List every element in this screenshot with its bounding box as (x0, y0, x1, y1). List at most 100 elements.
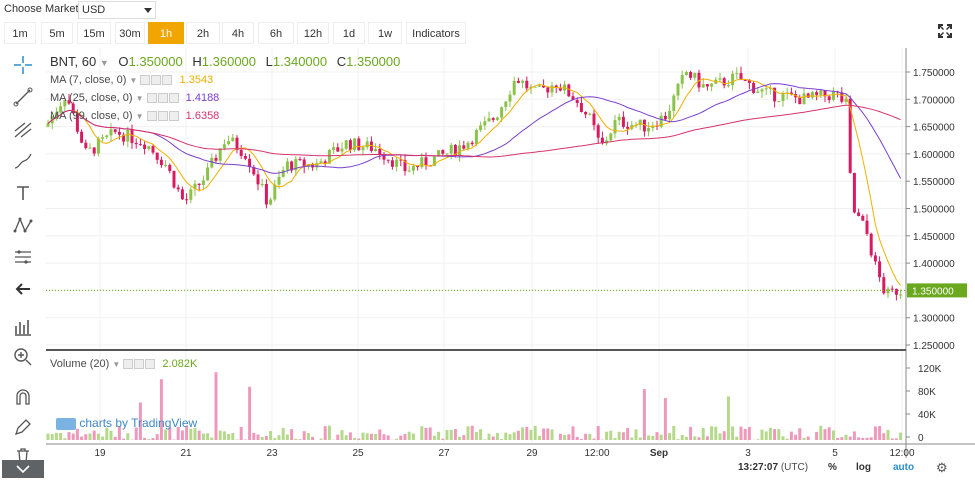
settings-gear-icon[interactable]: ⚙ (936, 460, 948, 475)
volume-bar (159, 379, 163, 440)
gear-icon[interactable] (134, 359, 145, 370)
volume-bar (537, 435, 541, 440)
timeframe-4h[interactable]: 4h (222, 22, 254, 44)
indicators-button[interactable]: Indicators (406, 22, 466, 44)
timeframe-1w[interactable]: 1w (368, 22, 402, 44)
magnet-icon[interactable] (12, 386, 34, 408)
trend-line-icon[interactable] (12, 86, 34, 108)
volume-bar (815, 431, 819, 440)
bars-icon[interactable] (12, 316, 34, 338)
candle-body (374, 148, 378, 151)
candle-body (264, 183, 268, 205)
auto-toggle[interactable]: auto (893, 462, 915, 473)
candle-body (642, 119, 646, 132)
timeframe-5m[interactable]: 5m (41, 22, 73, 44)
close-icon[interactable] (145, 359, 156, 370)
timeframe-6h[interactable]: 6h (258, 22, 294, 44)
chevron-down-icon[interactable]: ▼ (135, 94, 144, 103)
gear-icon[interactable] (157, 93, 168, 104)
candle-body (159, 159, 163, 166)
volume-bar (605, 431, 609, 440)
candle-body (353, 138, 357, 150)
timeframe-1d[interactable]: 1d (333, 22, 365, 44)
candle-body (487, 118, 491, 122)
crosshair-icon[interactable] (12, 54, 34, 76)
chevron-down-icon[interactable]: ▼ (129, 76, 138, 85)
candle-body (537, 85, 541, 87)
close-icon[interactable] (162, 75, 173, 86)
text-icon[interactable] (12, 182, 34, 204)
candle-body (143, 144, 147, 150)
gear-icon[interactable] (157, 111, 168, 122)
candle-body (831, 91, 835, 100)
volume-bar (865, 437, 869, 440)
timeframe-15m[interactable]: 15m (77, 22, 111, 44)
tradingview-watermark[interactable]: charts by TradingView (56, 416, 197, 430)
timeframe-30m[interactable]: 30m (115, 22, 145, 44)
timeframe-1m[interactable]: 1m (4, 22, 36, 44)
close-icon[interactable] (168, 93, 179, 104)
zoom-in-icon[interactable] (12, 346, 34, 368)
measure-icon[interactable] (12, 246, 34, 268)
volume-bar (248, 386, 252, 440)
candle-body (739, 73, 743, 81)
pattern-icon[interactable] (12, 214, 34, 236)
price-axis-label: 1.750000 (913, 68, 955, 79)
brush-icon[interactable] (12, 150, 34, 172)
candle-body (399, 159, 403, 161)
candle-body (332, 147, 336, 150)
gear-icon[interactable] (151, 75, 162, 86)
volume-bar (46, 433, 50, 440)
eye-icon[interactable] (146, 111, 157, 122)
pitchfork-icon[interactable] (12, 118, 34, 140)
chevron-down-icon[interactable]: ▼ (135, 112, 144, 121)
candle-body (407, 170, 411, 172)
volume-bar (453, 429, 457, 440)
timeframe-1h[interactable]: 1h (148, 22, 184, 44)
chevron-down-icon[interactable]: ▼ (112, 360, 121, 369)
volume-bar (869, 437, 873, 440)
volume-bar (546, 428, 550, 440)
volume-bar (264, 436, 268, 440)
candle-body (168, 165, 172, 171)
chart-area[interactable]: 1.350000 1.750000 1.700000 1.650000 1.600000… (46, 48, 975, 490)
log-toggle[interactable]: log (856, 462, 871, 473)
eye-icon[interactable] (123, 359, 134, 370)
chevron-down-icon[interactable]: ▼ (99, 58, 109, 68)
candle-body (54, 112, 58, 117)
market-select[interactable]: USD (78, 1, 156, 19)
volume-bar (67, 432, 71, 440)
candle-body (180, 189, 184, 200)
lock-pencil-icon[interactable] (12, 416, 34, 438)
volume-bar (726, 396, 730, 440)
percent-toggle[interactable]: % (828, 462, 837, 473)
candle-body (592, 113, 596, 126)
volume-bar (185, 426, 189, 440)
volume-bar (789, 431, 793, 440)
eye-icon[interactable] (146, 93, 157, 104)
candle-body (437, 150, 441, 157)
candle-body (844, 98, 848, 102)
arrow-left-icon[interactable] (12, 278, 34, 300)
timeframe-2h[interactable]: 2h (186, 22, 220, 44)
volume-bar (831, 430, 835, 440)
ma25-legend: MA (25, close, 0) ▼ 1.4188 (50, 92, 219, 104)
candle-body (281, 169, 285, 177)
scroll-down-button[interactable] (2, 460, 44, 478)
candle-body (319, 161, 323, 164)
close-icon[interactable] (168, 111, 179, 122)
candle-body (290, 161, 294, 171)
candle-body (46, 123, 50, 127)
candle-body (731, 73, 735, 86)
candle-body (390, 160, 394, 167)
volume-bar (474, 431, 478, 440)
fullscreen-icon[interactable] (937, 23, 953, 39)
volume-bar (878, 426, 882, 440)
volume-bar (596, 426, 600, 440)
candle-body (369, 141, 373, 151)
volume-bar (773, 429, 777, 440)
candle-body (285, 161, 289, 170)
eye-icon[interactable] (140, 75, 151, 86)
timeframe-12h[interactable]: 12h (297, 22, 329, 44)
volume-bar (768, 427, 772, 440)
